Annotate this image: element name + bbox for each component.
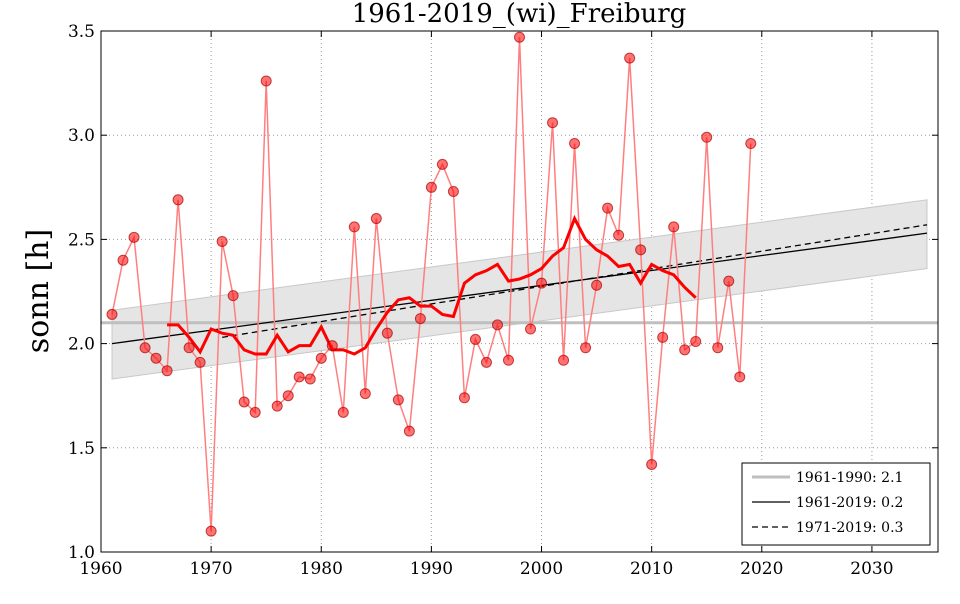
data-point [657,331,669,343]
data-point [646,458,658,470]
data-point [216,235,228,247]
data-point [723,275,735,287]
data-point [514,31,525,43]
legend-box [741,462,931,546]
data-point [613,229,625,241]
data-point [392,394,404,406]
plot-frame [100,30,939,553]
data-point [326,340,338,352]
legend-label-trend-1971: 1971-2019: 0.3 [796,520,903,536]
data-point [491,319,503,331]
data-point [106,308,118,320]
data-point [172,194,184,206]
data-point [701,131,713,143]
data-point [624,52,636,64]
lines-group [101,37,938,532]
x-tick-label: 1960 [79,559,122,579]
data-point [128,231,140,243]
data-point [525,323,537,335]
x-tick-label: 2030 [850,559,893,579]
x-tick-label: 2020 [740,559,783,579]
legend: 1961-1990: 2.1 1961-2019: 0.2 1971-2019:… [741,462,931,546]
data-point [458,392,470,404]
data-point [414,313,426,325]
data-point [734,371,746,383]
y-axis-label: sonn [h] [21,229,56,353]
x-tick-label: 1990 [410,559,453,579]
moving-average-line [167,214,697,356]
y-tick-label: 2.5 [68,230,95,250]
data-point [293,371,305,383]
data-point [558,354,570,366]
trend-line-1961-2019 [111,232,928,345]
data-point [668,221,680,233]
data-point [580,342,592,354]
data-point [635,244,647,256]
legend-label-trend-1961: 1961-2019: 0.2 [796,495,903,511]
y-tick-label: 3.0 [68,126,95,146]
data-point [679,344,691,356]
data-point [359,388,371,400]
y-tick-label: 1.0 [68,543,95,563]
y-tick-label: 1.5 [68,439,95,459]
data-point [337,406,349,418]
data-point [161,365,173,377]
data-point [547,117,559,129]
data-point [436,158,448,170]
data-point [370,213,382,225]
data-point [745,138,757,150]
data-point [271,400,283,412]
ticks-group: 1960 1970 1980 1990 2000 2010 2020 2030 1.0 1.5 2.… [68,22,938,579]
data-point [117,254,129,266]
data-point [502,354,514,366]
data-point [690,336,702,348]
points-group [106,31,757,537]
data-point [238,396,250,408]
chart-title: 1961-2019_(wi)_Freiburg [352,0,687,29]
x-tick-label: 2010 [630,559,673,579]
data-point [712,342,724,354]
data-point [194,356,206,368]
trend-line-1971-2019 [222,224,928,338]
y-tick-label: 2.0 [68,335,95,355]
x-tick-label: 1970 [189,559,232,579]
data-point [602,202,614,214]
data-point [260,75,272,87]
data-point [425,181,437,193]
data-point [403,425,415,437]
data-point [381,327,393,339]
data-point [447,185,459,197]
data-point [569,138,581,150]
data-point [469,333,481,345]
y-tick-label: 3.5 [68,22,95,42]
legend-label-reference: 1961-1990: 2.1 [796,470,903,486]
x-tick-label: 1980 [300,559,343,579]
data-point [304,373,316,385]
data-point [591,279,603,291]
data-point [227,290,239,302]
data-point [536,277,548,289]
data-point [205,525,217,537]
data-point [249,406,261,418]
data-point [282,390,294,402]
data-point [183,342,195,354]
data-point [150,352,162,364]
x-tick-label: 2000 [520,559,563,579]
data-point [139,342,151,354]
data-point [315,352,327,364]
data-point [480,356,492,368]
data-point [348,221,360,233]
